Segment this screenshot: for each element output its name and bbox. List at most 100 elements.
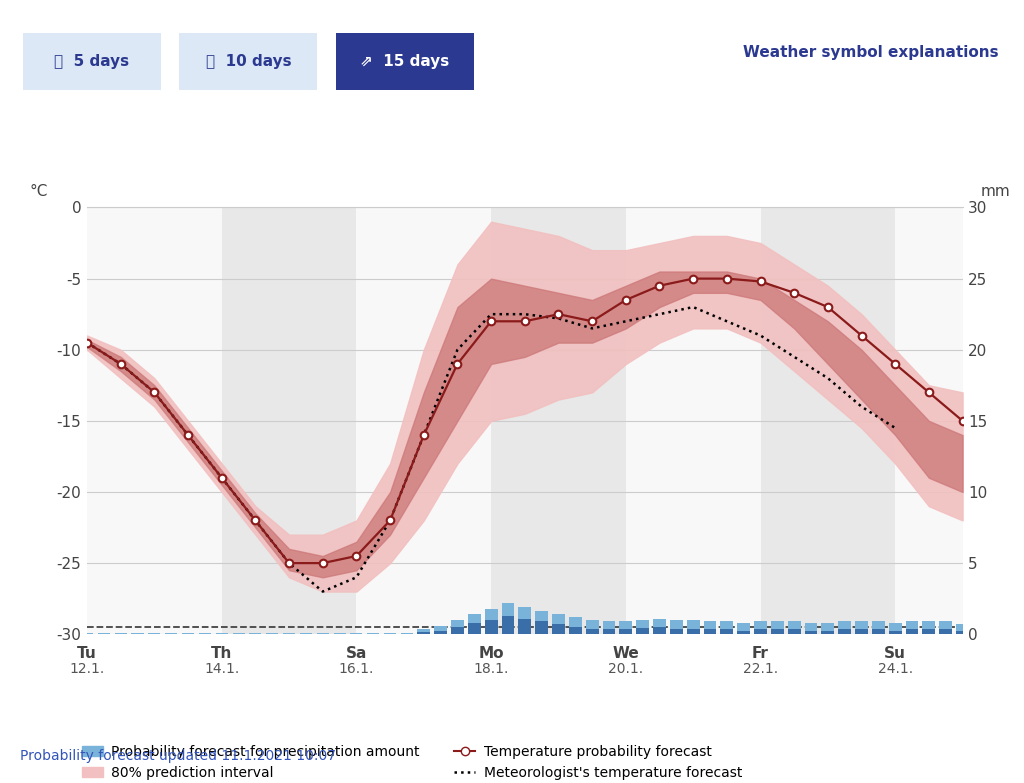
Bar: [536, 622, 548, 634]
Bar: [182, 633, 195, 634]
Bar: [165, 633, 177, 634]
Bar: [923, 630, 935, 634]
Bar: [754, 630, 767, 634]
Bar: [216, 633, 227, 634]
Bar: [484, 620, 498, 634]
Bar: [620, 630, 632, 634]
Text: ⇗  15 days: ⇗ 15 days: [360, 54, 450, 69]
Bar: [334, 633, 346, 634]
Bar: [839, 630, 851, 634]
Bar: [653, 627, 666, 634]
Text: Mo: Mo: [478, 646, 504, 661]
Text: Weather symbol explanations: Weather symbol explanations: [742, 45, 998, 60]
Bar: [384, 633, 396, 634]
Bar: [518, 607, 531, 634]
Bar: [451, 620, 464, 634]
Text: Th: Th: [211, 646, 232, 661]
Bar: [626, 207, 761, 634]
Bar: [350, 633, 362, 634]
Bar: [316, 633, 329, 634]
Text: 14.1.: 14.1.: [204, 662, 240, 676]
Bar: [131, 633, 143, 634]
Bar: [905, 622, 919, 634]
Text: 22.1.: 22.1.: [743, 662, 778, 676]
Bar: [418, 629, 430, 634]
Bar: [569, 617, 582, 634]
Bar: [602, 622, 615, 634]
Bar: [839, 622, 851, 634]
Bar: [721, 622, 733, 634]
Bar: [895, 207, 1024, 634]
Text: Fr: Fr: [752, 646, 769, 661]
Bar: [434, 630, 447, 634]
Bar: [956, 631, 969, 634]
Bar: [687, 629, 699, 634]
Bar: [872, 630, 885, 634]
Bar: [300, 633, 312, 634]
Bar: [670, 629, 683, 634]
Bar: [670, 620, 683, 634]
Bar: [787, 622, 801, 634]
Text: Probability forecast updated 11.1.2021 10:07: Probability forecast updated 11.1.2021 1…: [20, 749, 337, 763]
Text: 16.1.: 16.1.: [339, 662, 374, 676]
Bar: [821, 622, 835, 634]
Bar: [821, 630, 835, 634]
Bar: [889, 622, 901, 634]
Bar: [939, 630, 952, 634]
Bar: [222, 207, 356, 634]
Bar: [492, 207, 626, 634]
Bar: [703, 630, 717, 634]
Text: 18.1.: 18.1.: [473, 662, 509, 676]
Bar: [232, 633, 245, 634]
Text: 12.1.: 12.1.: [70, 662, 104, 676]
Bar: [721, 630, 733, 634]
Bar: [805, 622, 817, 634]
Bar: [87, 207, 222, 634]
Text: 20.1.: 20.1.: [608, 662, 643, 676]
Bar: [356, 207, 492, 634]
Bar: [518, 619, 531, 634]
Bar: [484, 608, 498, 634]
Bar: [586, 620, 599, 634]
Text: Tu: Tu: [77, 646, 97, 661]
Bar: [939, 622, 952, 634]
Bar: [889, 630, 901, 634]
Text: We: We: [612, 646, 639, 661]
Bar: [552, 624, 565, 634]
Text: ⧉  10 days: ⧉ 10 days: [206, 54, 291, 69]
Bar: [552, 615, 565, 634]
Bar: [636, 628, 649, 634]
Bar: [703, 622, 717, 634]
Bar: [737, 630, 750, 634]
Bar: [602, 630, 615, 634]
Bar: [502, 603, 514, 634]
Bar: [872, 622, 885, 634]
Bar: [586, 629, 599, 634]
Bar: [468, 622, 480, 634]
Bar: [115, 633, 127, 634]
Bar: [653, 619, 666, 634]
Bar: [468, 615, 480, 634]
Bar: [250, 633, 261, 634]
Bar: [148, 633, 161, 634]
Bar: [636, 620, 649, 634]
Bar: [787, 630, 801, 634]
Text: Sa: Sa: [346, 646, 368, 661]
Bar: [754, 622, 767, 634]
Bar: [536, 612, 548, 634]
Bar: [283, 633, 295, 634]
Bar: [98, 633, 110, 634]
Bar: [81, 633, 93, 634]
Bar: [418, 632, 430, 634]
Bar: [199, 633, 211, 634]
Bar: [761, 207, 895, 634]
Bar: [687, 620, 699, 634]
Legend: Probability forecast for precipitation amount, 80% prediction interval, 50% pred: Probability forecast for precipitation a…: [77, 739, 748, 783]
Bar: [737, 622, 750, 634]
Text: ⧉  5 days: ⧉ 5 days: [54, 54, 129, 69]
Bar: [805, 630, 817, 634]
Text: Su: Su: [885, 646, 906, 661]
Bar: [771, 622, 783, 634]
Text: °C: °C: [30, 184, 48, 200]
Bar: [368, 633, 379, 634]
